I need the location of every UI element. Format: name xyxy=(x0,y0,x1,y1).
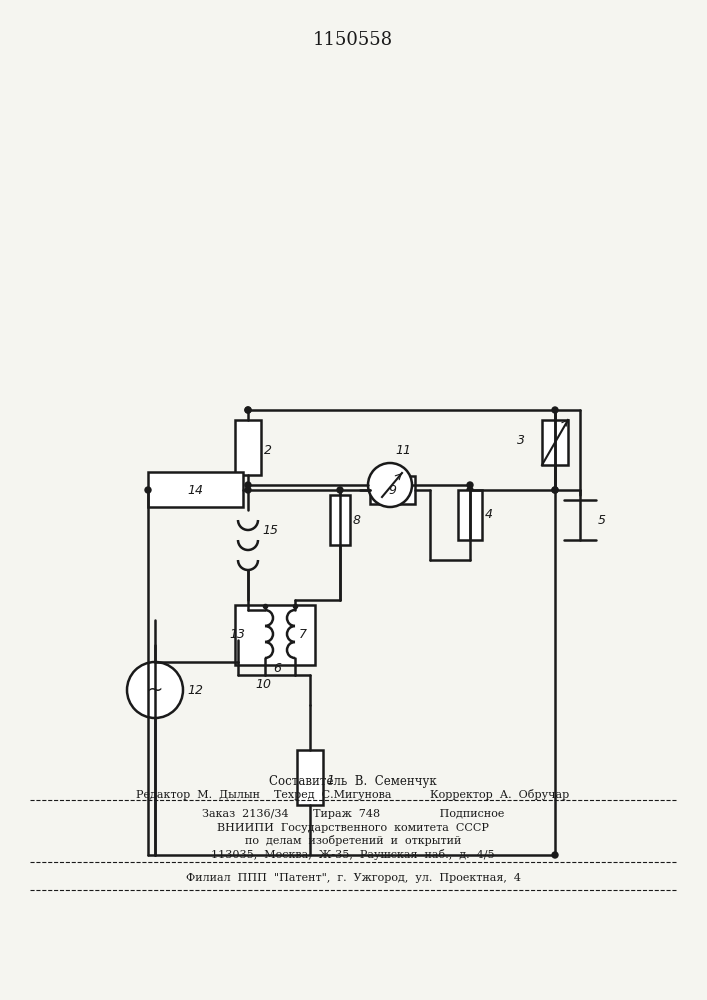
Text: Филиал  ППП  "Патент",  г.  Ужгород,  ул.  Проектная,  4: Филиал ППП "Патент", г. Ужгород, ул. Про… xyxy=(185,873,520,883)
Circle shape xyxy=(245,482,251,488)
Text: 14: 14 xyxy=(187,484,203,496)
Circle shape xyxy=(467,487,473,493)
Bar xyxy=(330,495,350,545)
Text: 10: 10 xyxy=(255,678,271,691)
Text: 12: 12 xyxy=(187,684,203,696)
Text: 7: 7 xyxy=(299,629,307,642)
Circle shape xyxy=(467,482,473,488)
Text: 1150558: 1150558 xyxy=(313,31,393,49)
Text: по  делам  изобретений  и  открытий: по делам изобретений и открытий xyxy=(245,836,461,846)
Bar xyxy=(235,605,315,665)
Text: 15: 15 xyxy=(262,524,278,536)
Text: 8: 8 xyxy=(353,514,361,526)
Circle shape xyxy=(245,407,251,413)
Text: Редактор  М.  Дылын    Техред  С.Мигунова           Корректор  А.  Обручар: Редактор М. Дылын Техред С.Мигунова Корр… xyxy=(136,788,570,800)
Text: 113035,  Москва,  Ж-35,  Раушская  наб.,  д.  4/5: 113035, Москва, Ж-35, Раушская наб., д. … xyxy=(211,848,495,859)
Text: 11: 11 xyxy=(395,444,411,457)
Text: 13: 13 xyxy=(229,629,245,642)
Circle shape xyxy=(127,662,183,718)
Text: 9: 9 xyxy=(388,484,396,496)
Circle shape xyxy=(245,487,251,493)
Text: Составитель  В.  Семенчук: Составитель В. Семенчук xyxy=(269,776,437,788)
Text: Заказ  2136/34       Тираж  748                 Подписное: Заказ 2136/34 Тираж 748 Подписное xyxy=(201,809,504,819)
Text: 3: 3 xyxy=(517,434,525,446)
Circle shape xyxy=(552,487,558,493)
Circle shape xyxy=(337,487,343,493)
Circle shape xyxy=(145,487,151,493)
Bar xyxy=(297,750,323,805)
Bar xyxy=(148,472,243,507)
Text: 5: 5 xyxy=(598,514,606,526)
Text: 1: 1 xyxy=(326,774,334,786)
Bar xyxy=(542,420,568,465)
Text: 6: 6 xyxy=(273,662,281,675)
Bar xyxy=(458,490,482,540)
Text: ~: ~ xyxy=(147,680,163,700)
Bar xyxy=(235,420,261,475)
Text: 4: 4 xyxy=(485,508,493,522)
Circle shape xyxy=(552,487,558,493)
Bar xyxy=(370,476,415,504)
Circle shape xyxy=(368,463,412,507)
Circle shape xyxy=(552,852,558,858)
Text: 2: 2 xyxy=(264,444,272,456)
Circle shape xyxy=(245,407,251,413)
Text: ВНИИПИ  Государственного  комитета  СССР: ВНИИПИ Государственного комитета СССР xyxy=(217,823,489,833)
Circle shape xyxy=(552,407,558,413)
